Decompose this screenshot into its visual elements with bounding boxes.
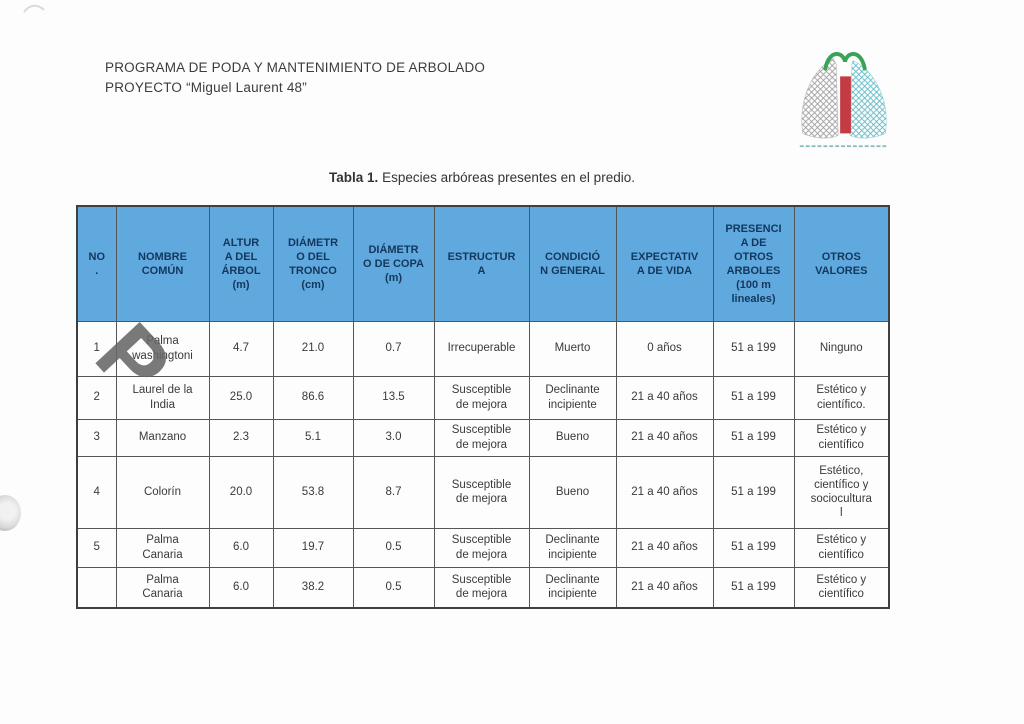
table-cell: 0.5 [352, 566, 435, 609]
table-cell: 8.7 [352, 455, 435, 529]
row-number-cell: 1 [76, 320, 117, 377]
table-cell: 21 a 40 años [615, 527, 714, 568]
table-row: 5 Palma Canaria 6.0 19.7 0.5 Susceptible de m… [76, 527, 890, 568]
document-header: PROGRAMA DE PODA Y MANTENIMIENTO DE ARBO… [105, 58, 485, 98]
column-header: EXPECTATIV A DE VIDA [615, 205, 714, 322]
table-cell: 2.3 [208, 418, 274, 457]
table-cell: 21 a 40 años [615, 418, 714, 457]
logo-crown [823, 52, 867, 71]
tree-logo-icon [799, 52, 889, 148]
table-cell: Susceptible de mejora [433, 418, 530, 457]
table-cell: 51 a 199 [712, 375, 795, 420]
row-number-cell: 3 [76, 418, 117, 457]
table-cell: Estético y científico [793, 527, 890, 568]
column-header: PRESENCI A DE OTROS ARBOLES (100 m linea… [712, 205, 795, 322]
table-cell: Palma washingtoni [115, 320, 210, 377]
table-cell: Declinante incipiente [528, 527, 617, 568]
table-cell: 6.0 [208, 566, 274, 609]
table-cell: 4.7 [208, 320, 274, 377]
table-cell: Palma Canaria [115, 527, 210, 568]
column-header: DIÁMETR O DEL TRONCO (cm) [272, 205, 354, 322]
table-caption-number: Tabla 1. [329, 170, 379, 185]
column-header: NO . [76, 205, 117, 322]
table-cell: 38.2 [272, 566, 354, 609]
table-cell: Bueno [528, 418, 617, 457]
logo-trunk [840, 76, 851, 134]
table-cell: 86.6 [272, 375, 354, 420]
table-cell: 51 a 199 [712, 527, 795, 568]
table-cell: 20.0 [208, 455, 274, 529]
header-row: NO . NOMBRE COMÚN ALTUR A DEL ÁRBOL (m) DIÁ… [76, 205, 890, 322]
table-cell: Estético y científico [793, 566, 890, 609]
table-container: NO . NOMBRE COMÚN ALTUR A DEL ÁRBOL (m) DIÁ… [76, 205, 890, 609]
table-cell: 5.1 [272, 418, 354, 457]
table-cell: 51 a 199 [712, 455, 795, 529]
logo-right-leaf [849, 60, 887, 139]
table-cell: Palma Canaria [115, 566, 210, 609]
table-row: 1 Palma washingtoni 4.7 21.0 0.7 Irrecuperabl… [76, 320, 890, 377]
column-header: NOMBRE COMÚN [115, 205, 210, 322]
column-header: ALTUR A DEL ÁRBOL (m) [208, 205, 274, 322]
table-cell: 6.0 [208, 527, 274, 568]
table-cell: Manzano [115, 418, 210, 457]
table-cell: 51 a 199 [712, 320, 795, 377]
table-cell: 0 años [615, 320, 714, 377]
table-row: 2 Laurel de la India 25.0 86.6 13.5 Susceptib… [76, 375, 890, 420]
project-subtitle: PROYECTO “Miguel Laurent 48” [105, 80, 307, 95]
table-row: 4 Colorín 20.0 53.8 8.7 Susceptible de mejora… [76, 455, 890, 529]
table-cell: Laurel de la India [115, 375, 210, 420]
table-cell: 51 a 199 [712, 418, 795, 457]
table-cell: Colorín [115, 455, 210, 529]
table-cell: Susceptible de mejora [433, 527, 530, 568]
table-cell: Susceptible de mejora [433, 375, 530, 420]
scan-artifact-icon [23, 4, 45, 13]
table-cell: 21 a 40 años [615, 566, 714, 609]
table-cell: Susceptible de mejora [433, 455, 530, 529]
table-cell: 0.5 [352, 527, 435, 568]
scan-blob [0, 495, 21, 531]
table-cell: Bueno [528, 455, 617, 529]
table-cell: 21.0 [272, 320, 354, 377]
table-cell: 13.5 [352, 375, 435, 420]
table-cell: Ninguno [793, 320, 890, 377]
table-cell: 19.7 [272, 527, 354, 568]
table-cell: Estético y científico. [793, 375, 890, 420]
row-number-cell: 4 [76, 455, 117, 529]
table-cell: Susceptible de mejora [433, 566, 530, 609]
table-cell: 21 a 40 años [615, 375, 714, 420]
column-header: DIÁMETR O DE COPA (m) [352, 205, 435, 322]
table-cell: Declinante incipiente [528, 375, 617, 420]
program-title: PROGRAMA DE PODA Y MANTENIMIENTO DE ARBO… [105, 60, 486, 75]
table-cell: Estético y científico [793, 418, 890, 457]
row-number-cell: 5 [76, 527, 117, 568]
table-cell: 53.8 [272, 455, 354, 529]
row-number-cell: 2 [76, 375, 117, 420]
row-number-cell [76, 566, 117, 609]
logo-left-leaf [801, 58, 839, 139]
column-header: OTROS VALORES [793, 205, 890, 322]
table-cell: 51 a 199 [712, 566, 795, 609]
table-cell: 0.7 [352, 320, 435, 377]
species-table: NO . NOMBRE COMÚN ALTUR A DEL ÁRBOL (m) DIÁ… [76, 205, 890, 609]
table-row: Palma Canaria 6.0 38.2 0.5 Susceptible de me… [76, 566, 890, 609]
table-cell: 25.0 [208, 375, 274, 420]
table-cell: 3.0 [352, 418, 435, 457]
column-header: CONDICIÓ N GENERAL [528, 205, 617, 322]
table-cell: 21 a 40 años [615, 455, 714, 529]
table-cell: Declinante incipiente [528, 566, 617, 609]
table-caption: Tabla 1. Especies arbóreas presentes en … [76, 170, 888, 185]
column-header: ESTRUCTUR A [433, 205, 530, 322]
table-cell: Estético, científico y sociocultura l [793, 455, 890, 529]
table-cell: Irrecuperable [433, 320, 530, 377]
table-caption-text: Especies arbóreas presentes en el predio… [378, 170, 635, 185]
table-row: 3 Manzano 2.3 5.1 3.0 Susceptible de mejora Bu… [76, 418, 890, 457]
table-cell: Muerto [528, 320, 617, 377]
